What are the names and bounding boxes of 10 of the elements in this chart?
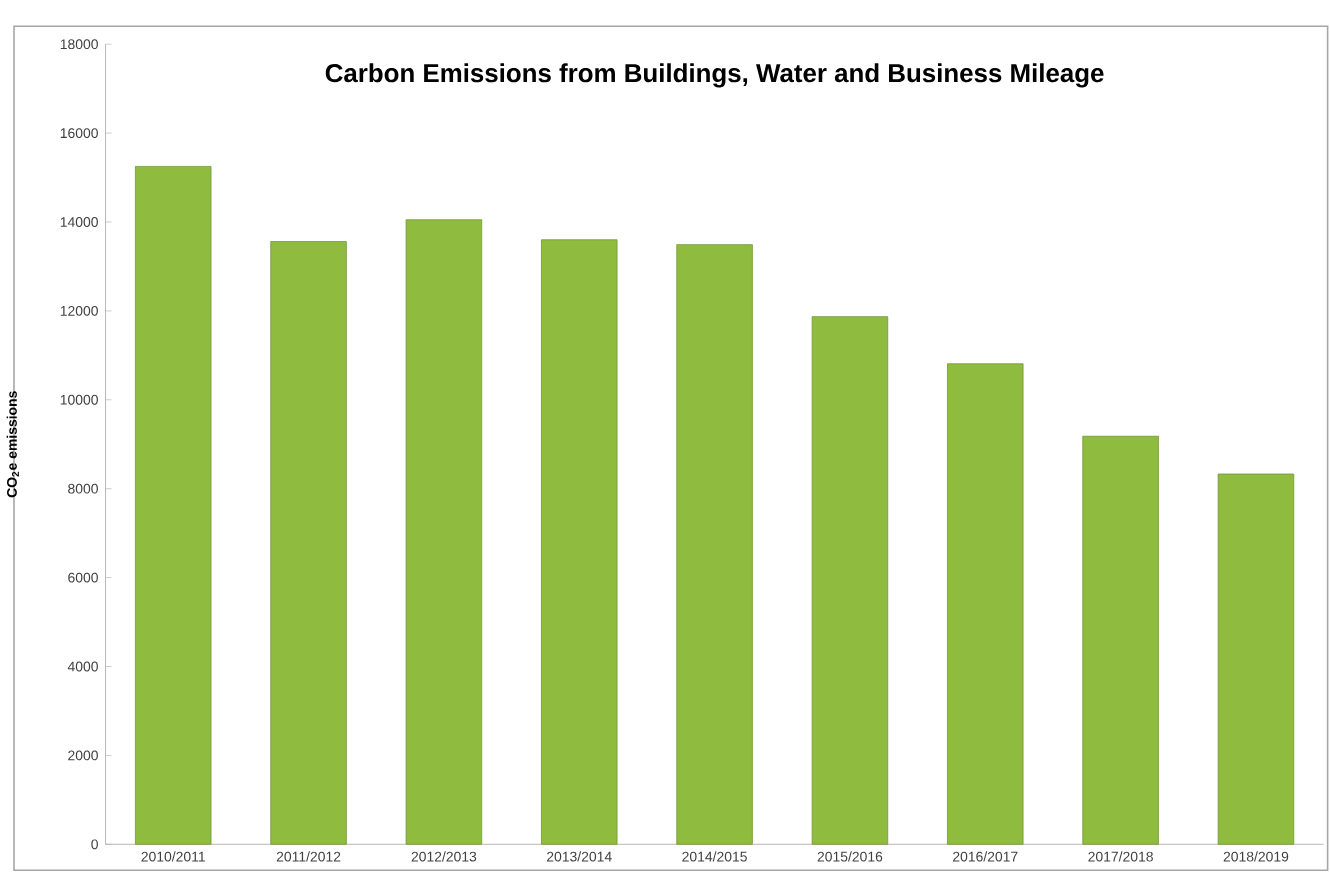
bar	[270, 240, 347, 845]
bar	[135, 165, 212, 845]
bar	[676, 244, 753, 845]
bar	[541, 239, 618, 845]
bar	[947, 363, 1024, 845]
bar	[811, 316, 889, 845]
bar	[1217, 473, 1295, 845]
bar	[405, 219, 483, 845]
text: Carbon Emissions from Buildings, Water and Business Mileage	[325, 63, 1104, 88]
bar	[1082, 435, 1159, 845]
